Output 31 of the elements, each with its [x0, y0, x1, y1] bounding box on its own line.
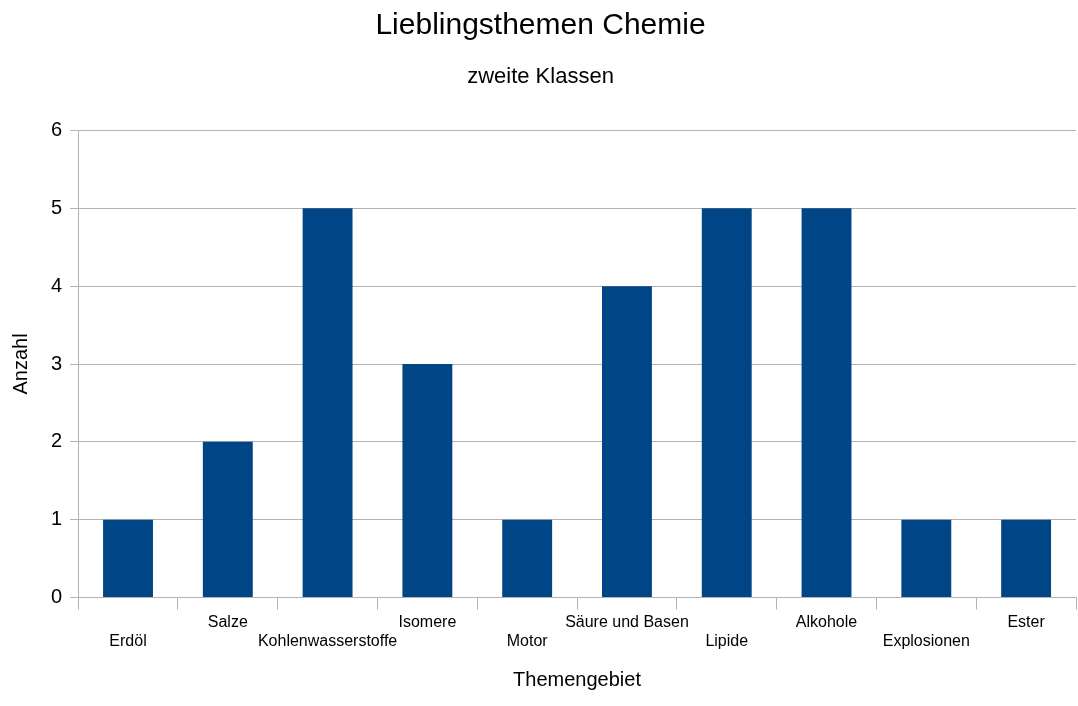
x-tick-label: Motor: [506, 631, 549, 649]
bar: [103, 519, 153, 598]
y-tick-label: 2: [51, 429, 63, 452]
x-tick-label: Isomere: [398, 612, 457, 630]
bar: [602, 286, 652, 598]
x-tick-label: Explosionen: [882, 631, 970, 649]
y-tick-label: 5: [51, 195, 63, 218]
y-tick-label: 6: [51, 117, 63, 140]
x-tick-label: Ester: [1007, 612, 1046, 630]
chart-title: Lieblingsthemen Chemie: [375, 7, 706, 41]
bar: [302, 208, 353, 598]
x-tick-label: Salze: [207, 612, 248, 630]
x-tick-label: Alkohole: [795, 612, 858, 630]
chart-subtitle: zweite Klassen: [467, 63, 614, 89]
x-tick-label: Erdöl: [109, 631, 147, 649]
y-tick-label: 0: [51, 585, 63, 608]
y-tick-label: 1: [51, 507, 63, 530]
bar: [701, 208, 752, 598]
bar: [1001, 519, 1052, 598]
bar: [402, 364, 453, 598]
bar: [502, 519, 553, 598]
x-tick-label: Säure und Basen: [565, 612, 689, 630]
bar: [901, 519, 952, 598]
y-tick-label: 3: [51, 351, 63, 374]
y-tick-label: 4: [51, 273, 63, 296]
y-axis-title: Anzahl: [8, 333, 31, 395]
x-tick-label: Kohlenwasserstoffe: [257, 631, 398, 649]
x-axis-title: Themengebiet: [513, 667, 642, 690]
x-tick-label: Lipide: [705, 631, 749, 649]
bar: [801, 208, 852, 598]
bar: [202, 441, 253, 598]
